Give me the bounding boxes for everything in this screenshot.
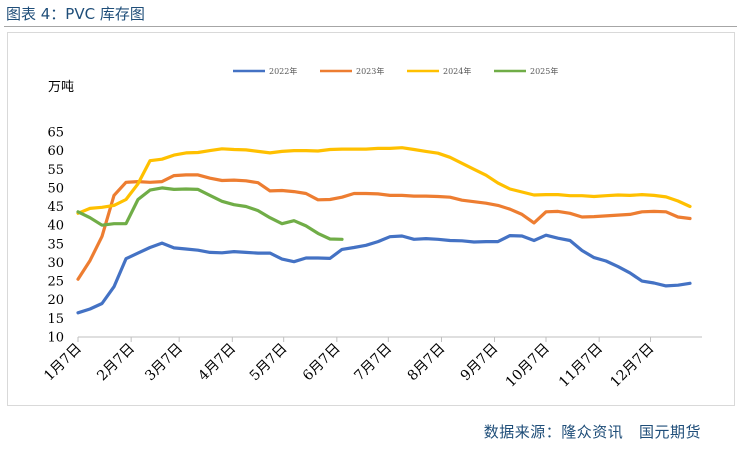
source-note: 数据来源：隆众资讯 国元期货 bbox=[483, 423, 701, 441]
x-tick-label: 12月7日 bbox=[607, 341, 657, 391]
legend-label: 2022年 bbox=[269, 66, 297, 76]
y-tick-label: 60 bbox=[47, 144, 64, 159]
legend-label: 2023年 bbox=[356, 66, 384, 76]
x-tick-label: 3月7日 bbox=[142, 341, 186, 385]
x-tick-label: 7月7日 bbox=[351, 341, 395, 385]
series-line-2022年 bbox=[76, 233, 692, 315]
x-tick-label: 1月7日 bbox=[41, 341, 85, 385]
x-tick-label: 2月7日 bbox=[94, 341, 138, 385]
series-line-2023年 bbox=[76, 173, 692, 281]
x-tick-label: 5月7日 bbox=[247, 341, 291, 385]
y-tick-label: 65 bbox=[47, 126, 64, 141]
y-tick-label: 40 bbox=[47, 219, 64, 234]
x-tick-label: 9月7日 bbox=[458, 341, 502, 385]
title-rule bbox=[4, 26, 737, 27]
x-tick-label: 4月7日 bbox=[195, 341, 239, 385]
y-tick-label: 45 bbox=[47, 200, 64, 215]
y-tick-label: 10 bbox=[47, 331, 64, 346]
legend-label: 2025年 bbox=[530, 66, 558, 76]
y-tick-label: 50 bbox=[47, 181, 64, 196]
y-tick-label: 15 bbox=[47, 312, 64, 327]
figure-title: 图表 4：PVC 库存图 bbox=[6, 5, 145, 23]
x-tick-label: 11月7日 bbox=[556, 341, 606, 391]
x-tick-label: 10月7日 bbox=[503, 341, 553, 391]
series-line-2024年 bbox=[76, 146, 692, 215]
y-axis-unit-label: 万吨 bbox=[48, 80, 74, 95]
line-chart: 万吨 10 15 20 25 30 35 40 45 50 55 60 65 1月7日 2月7日 3月7日 4月… bbox=[41, 66, 702, 391]
y-tick-label: 30 bbox=[47, 256, 64, 271]
chart-frame: 万吨 10 15 20 25 30 35 40 45 50 55 60 65 1月7日 2月7日 3月7日 4月… bbox=[7, 32, 735, 406]
x-tick-label: 6月7日 bbox=[300, 341, 344, 385]
legend-label: 2024年 bbox=[443, 66, 471, 76]
series-line-2025年 bbox=[76, 186, 344, 241]
y-tick-label: 55 bbox=[47, 163, 64, 178]
y-tick-label: 35 bbox=[47, 237, 64, 252]
x-tick-label: 8月7日 bbox=[405, 341, 449, 385]
y-tick-label: 20 bbox=[47, 293, 64, 308]
y-tick-label: 25 bbox=[47, 275, 64, 290]
